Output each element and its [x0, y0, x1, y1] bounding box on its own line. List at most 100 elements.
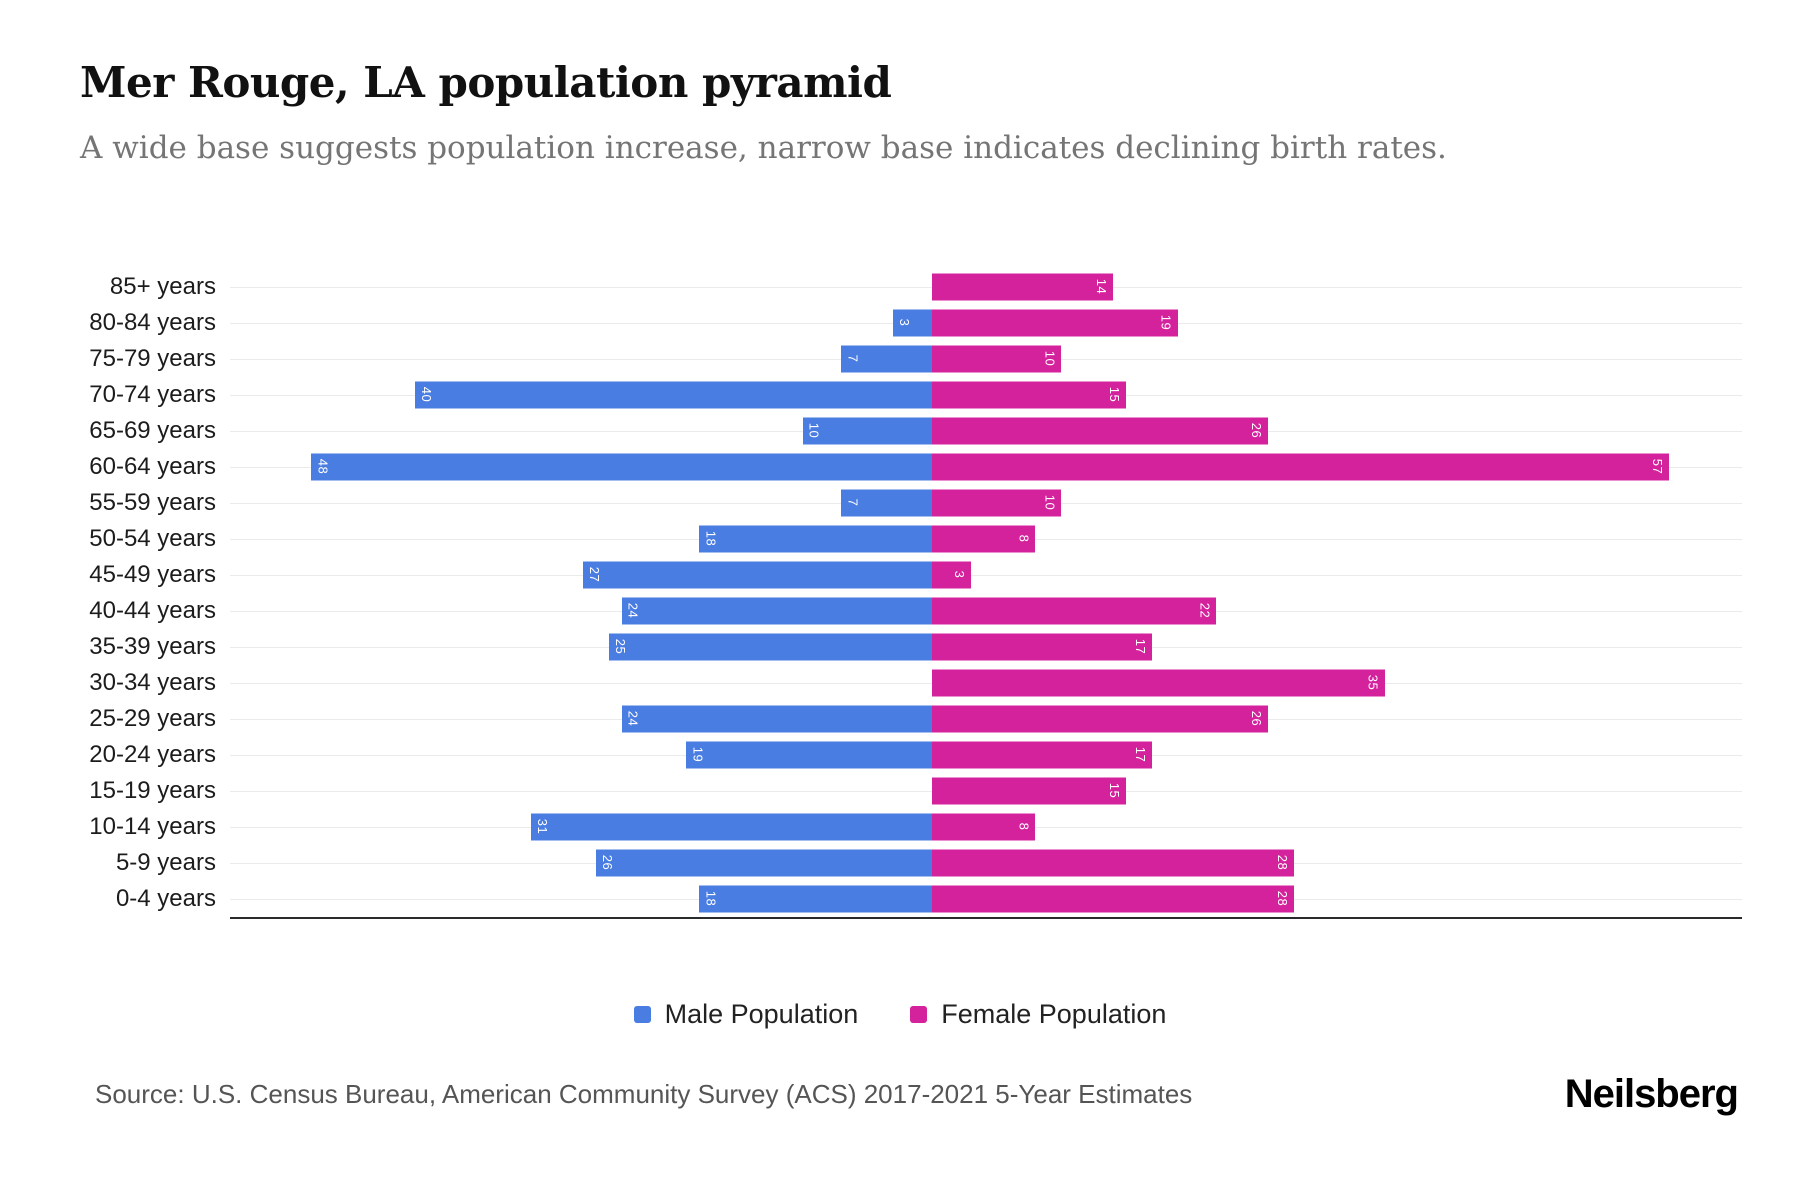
chart-row: 40-44 years 24 22 [0, 593, 1800, 629]
plot-area: 18 28 [230, 881, 1800, 917]
age-group-label: 25-29 years [89, 704, 216, 732]
male-bar: 19 [686, 741, 932, 769]
bar-value-label: 3 [951, 570, 967, 579]
plot-area: 25 17 [230, 629, 1800, 665]
plot-area: 7 10 [230, 341, 1800, 377]
male-bar: 18 [699, 885, 932, 913]
chart-row: 55-59 years 7 10 [0, 485, 1800, 521]
population-pyramid-chart: 85+ years 14 80-84 years 3 19 75-79 years 7 10 7… [0, 269, 1800, 919]
age-group-label: 10-14 years [89, 812, 216, 840]
neilsberg-logo: Neilsberg [1564, 1072, 1739, 1116]
female-legend-label: Female Population [941, 998, 1167, 1029]
bar-value-label: 35 [1365, 674, 1381, 691]
male-legend-swatch-icon [633, 1005, 651, 1023]
chart-rows: 85+ years 14 80-84 years 3 19 75-79 years 7 10 7… [0, 269, 1800, 917]
female-bar: 14 [932, 273, 1114, 301]
male-bar: 24 [621, 705, 932, 733]
bar-value-label: 26 [1249, 710, 1265, 727]
bar-value-label: 40 [418, 386, 434, 403]
female-bar: 22 [932, 597, 1217, 625]
gridline [230, 574, 1742, 576]
male-bar: 18 [699, 525, 932, 553]
female-bar: 17 [932, 633, 1152, 661]
plot-area: 27 3 [230, 557, 1800, 593]
chart-row: 30-34 years 35 [0, 665, 1800, 701]
bar-value-label: 18 [703, 890, 719, 907]
chart-row: 0-4 years 18 28 [0, 881, 1800, 917]
plot-area: 14 [230, 269, 1800, 305]
footer: Source: U.S. Census Bureau, American Com… [95, 1072, 1739, 1117]
bar-value-label: 28 [1275, 890, 1291, 907]
plot-area: 3 19 [230, 305, 1800, 341]
chart-row: 10-14 years 31 8 [0, 809, 1800, 845]
bar-value-label: 17 [1132, 638, 1148, 655]
chart-row: 15-19 years 15 [0, 773, 1800, 809]
chart-row: 50-54 years 18 8 [0, 521, 1800, 557]
chart-row: 25-29 years 24 26 [0, 701, 1800, 737]
bar-value-label: 14 [1094, 278, 1110, 295]
bar-value-label: 7 [845, 498, 861, 507]
female-bar: 10 [932, 345, 1062, 373]
chart-row: 60-64 years 48 57 [0, 449, 1800, 485]
bar-value-label: 28 [1275, 854, 1291, 871]
age-group-label: 75-79 years [89, 344, 216, 372]
bar-value-label: 15 [1106, 782, 1122, 799]
age-group-label: 50-54 years [89, 524, 216, 552]
bar-value-label: 24 [625, 602, 641, 619]
chart-header: Mer Rouge, LA population pyramid A wide … [0, 0, 1800, 169]
male-bar: 7 [841, 345, 932, 373]
chart-row: 35-39 years 25 17 [0, 629, 1800, 665]
female-bar: 8 [932, 525, 1036, 553]
page-subtitle: A wide base suggests population increase… [80, 130, 1447, 167]
male-bar: 48 [311, 453, 932, 481]
bar-value-label: 18 [703, 530, 719, 547]
plot-area: 19 17 [230, 737, 1800, 773]
chart-row: 20-24 years 19 17 [0, 737, 1800, 773]
female-bar: 26 [932, 705, 1269, 733]
female-bar: 15 [932, 777, 1126, 805]
legend-item-female: Female Population [910, 999, 1166, 1030]
male-bar: 10 [802, 417, 932, 445]
female-bar: 3 [932, 561, 971, 589]
female-bar: 35 [932, 669, 1385, 697]
chart-row: 65-69 years 10 26 [0, 413, 1800, 449]
plot-area: 15 [230, 773, 1800, 809]
bar-value-label: 7 [845, 354, 861, 363]
female-bar: 15 [932, 381, 1126, 409]
female-bar: 8 [932, 813, 1036, 841]
plot-area: 7 10 [230, 485, 1800, 521]
female-bar: 19 [932, 309, 1178, 337]
male-bar: 31 [531, 813, 932, 841]
chart-row: 45-49 years 27 3 [0, 557, 1800, 593]
plot-area: 48 57 [230, 449, 1800, 485]
x-axis-line [230, 916, 1742, 919]
plot-area: 40 15 [230, 377, 1800, 413]
chart-row: 80-84 years 3 19 [0, 305, 1800, 341]
chart-row: 70-74 years 40 15 [0, 377, 1800, 413]
chart-legend: Male Population Female Population [0, 999, 1800, 1030]
female-bar: 57 [932, 453, 1669, 481]
female-bar: 26 [932, 417, 1269, 445]
age-group-label: 35-39 years [89, 632, 216, 660]
male-bar: 3 [893, 309, 932, 337]
male-bar: 25 [608, 633, 932, 661]
female-bar: 28 [932, 849, 1295, 877]
female-legend-swatch-icon [910, 1005, 928, 1023]
bar-value-label: 15 [1106, 386, 1122, 403]
age-group-label: 30-34 years [89, 668, 216, 696]
male-bar: 24 [621, 597, 932, 625]
age-group-label: 55-59 years [89, 488, 216, 516]
age-group-label: 20-24 years [89, 740, 216, 768]
bar-value-label: 8 [1016, 822, 1032, 831]
bar-value-label: 19 [1158, 314, 1174, 331]
age-group-label: 80-84 years [89, 308, 216, 336]
chart-row: 85+ years 14 [0, 269, 1800, 305]
chart-row: 5-9 years 26 28 [0, 845, 1800, 881]
male-bar: 26 [595, 849, 932, 877]
bar-value-label: 27 [586, 566, 602, 583]
bar-value-label: 26 [1249, 422, 1265, 439]
male-bar: 40 [414, 381, 932, 409]
male-bar: 7 [841, 489, 932, 517]
bar-value-label: 10 [806, 422, 822, 439]
